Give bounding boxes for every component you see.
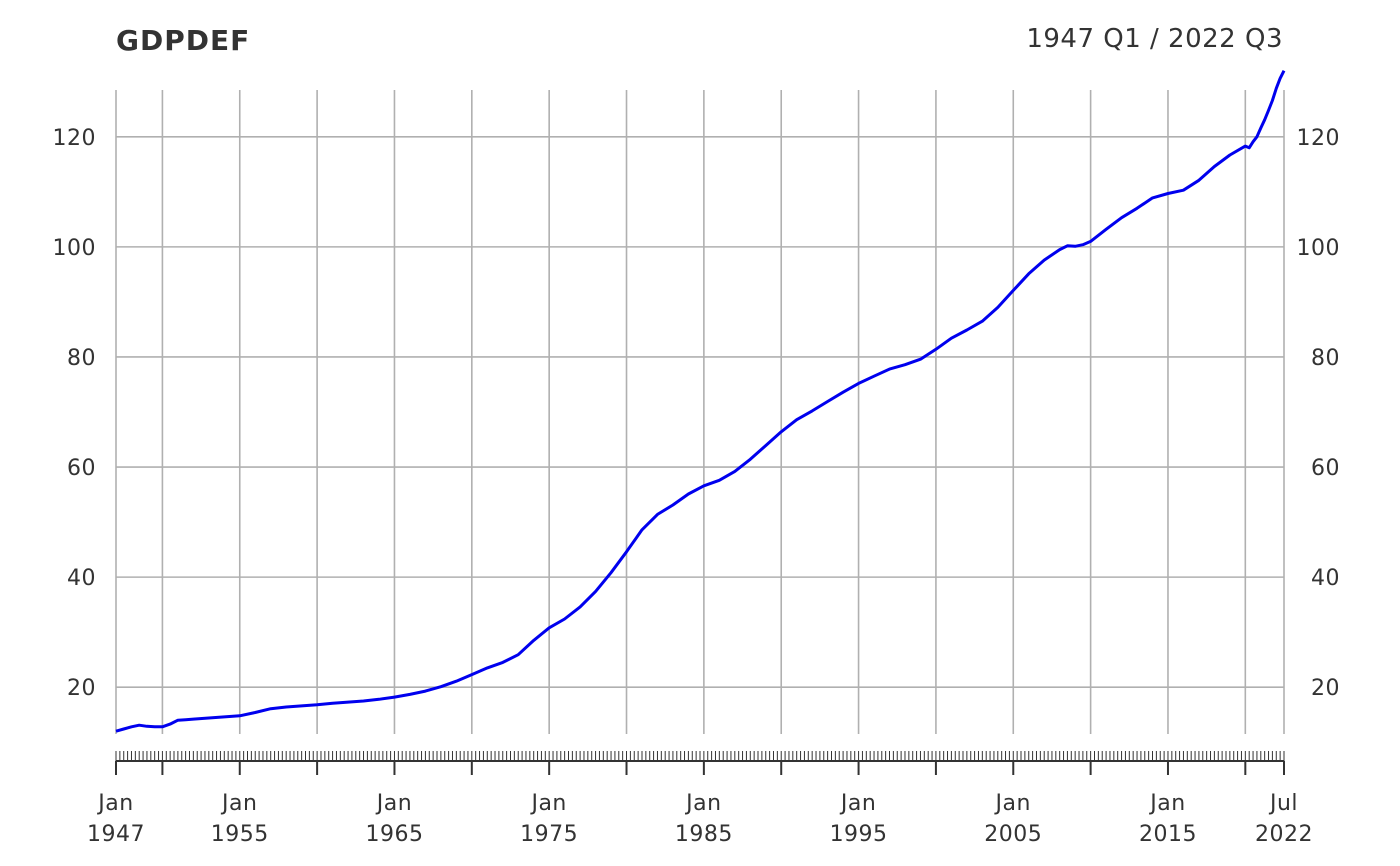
x-tick-label-year: 1955 xyxy=(211,822,269,847)
x-tick-label-month: Jan xyxy=(684,791,721,816)
y-tick-label-right: 100 xyxy=(1297,236,1341,261)
date-range: 1947 Q1 / 2022 Q3 xyxy=(1026,24,1283,54)
x-tick-label-month: Jan xyxy=(1148,791,1185,816)
y-tick-label-right: 40 xyxy=(1311,566,1340,591)
y-tick-label-left: 80 xyxy=(67,346,96,371)
series-layer xyxy=(115,70,1286,733)
y-tick-label-left: 20 xyxy=(67,676,96,701)
series-line xyxy=(115,70,1286,733)
x-tick-label-year: 2015 xyxy=(1139,822,1197,847)
x-tick-label-year: 2022 xyxy=(1255,822,1313,847)
y-tick-label-right: 20 xyxy=(1311,676,1340,701)
x-tick-label-month: Jan xyxy=(96,791,133,816)
y-axis-ticks: 20 20 40 40 60 60 80 80 100 100 120 120 xyxy=(53,126,1341,701)
x-tick-label-month: Jan xyxy=(839,791,876,816)
x-tick-label-month: Jan xyxy=(994,791,1031,816)
y-tick-label-left: 100 xyxy=(53,236,97,261)
y-tick-label-right: 60 xyxy=(1311,456,1340,481)
x-tick-label-month: Jan xyxy=(375,791,412,816)
x-tick-label-year: 2005 xyxy=(984,822,1042,847)
x-axis: Jan 1947 Jan 1955 Jan 1965 Jan 1975 Jan 1985 Jan 19… xyxy=(87,751,1313,847)
x-tick-label-month: Jan xyxy=(529,791,566,816)
y-tick-label-left: 40 xyxy=(67,566,96,591)
y-tick-label-left: 60 xyxy=(67,456,96,481)
x-tick-label-month: Jul xyxy=(1268,791,1298,816)
chart-title: GDPDEF xyxy=(116,24,250,57)
x-tick-label-year: 1965 xyxy=(365,822,423,847)
grid xyxy=(115,90,1285,734)
y-tick-label-left: 120 xyxy=(53,126,97,151)
y-tick-label-right: 80 xyxy=(1311,346,1340,371)
x-tick-label-year: 1975 xyxy=(520,822,578,847)
x-tick-label-year: 1995 xyxy=(830,822,888,847)
y-tick-label-right: 120 xyxy=(1297,126,1341,151)
x-tick-label-year: 1947 xyxy=(87,822,145,847)
x-tick-label-month: Jan xyxy=(220,791,257,816)
x-tick-label-year: 1985 xyxy=(675,822,733,847)
